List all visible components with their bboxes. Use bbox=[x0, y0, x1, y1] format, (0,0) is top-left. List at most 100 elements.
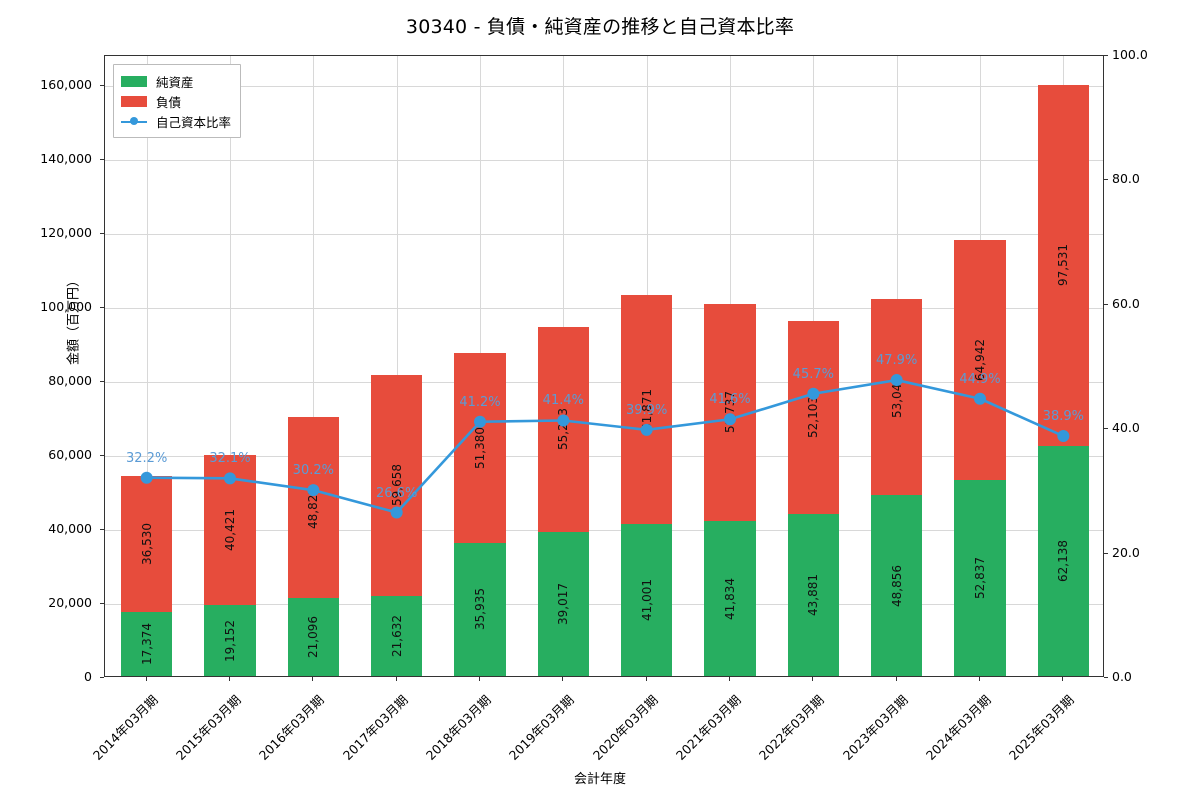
legend-swatch-equity bbox=[121, 75, 147, 87]
gridline-horizontal bbox=[105, 159, 1103, 161]
bar-stack[interactable]: 52,837 64,942 bbox=[954, 54, 1006, 676]
y-axis-left-tickmark bbox=[100, 454, 104, 456]
legend-label-equity: 純資産 bbox=[156, 74, 194, 90]
bar-segment-equity[interactable]: 39,017 bbox=[537, 531, 590, 676]
ratio-data-point[interactable] bbox=[640, 423, 653, 436]
bar-stack[interactable]: 21,096 48,825 bbox=[287, 54, 340, 676]
bar-segment-liability[interactable]: 97,531 bbox=[1037, 84, 1090, 446]
gridline-horizontal bbox=[105, 529, 1103, 531]
bar-segment-liability[interactable]: 48,825 bbox=[287, 417, 340, 598]
bar-segment-equity[interactable]: 43,881 bbox=[787, 513, 840, 676]
gridline-vertical bbox=[146, 56, 148, 676]
bar-stack[interactable]: 62,138 97,531 bbox=[1037, 54, 1090, 676]
bar-segment-equity[interactable]: 21,096 bbox=[287, 597, 340, 676]
y-axis-right-tick-label: 80.0 bbox=[1112, 171, 1140, 187]
ratio-point-label: 39.9% bbox=[626, 402, 668, 418]
x-axis-tickmark bbox=[395, 677, 397, 681]
gridline-vertical bbox=[313, 56, 315, 676]
ratio-line-path bbox=[145, 378, 1065, 514]
y-axis-right-tick-label: 100.0 bbox=[1112, 47, 1148, 62]
bar-stack[interactable]: 21,632 59,658 bbox=[370, 54, 423, 676]
y-axis-left-tickmark bbox=[100, 232, 104, 234]
y-axis-left-tick-label: 80,000 bbox=[48, 372, 92, 388]
ratio-data-point[interactable] bbox=[1057, 430, 1070, 443]
legend-item-liability[interactable]: 負債 bbox=[121, 91, 231, 111]
ratio-data-point[interactable] bbox=[474, 415, 486, 428]
bar-segment-equity[interactable]: 21,632 bbox=[370, 595, 423, 676]
bar-segment-equity[interactable]: 48,856 bbox=[870, 495, 923, 676]
bar-segment-equity[interactable]: 62,138 bbox=[1037, 445, 1090, 676]
gridline-horizontal bbox=[105, 603, 1103, 605]
x-axis-tickmark bbox=[812, 677, 814, 681]
bar-stack[interactable]: 43,881 52,103 bbox=[787, 54, 840, 676]
y-axis-right-tickmark bbox=[1104, 55, 1108, 56]
gridline-horizontal bbox=[105, 85, 1103, 87]
y-axis-right-tick-label: 60.0 bbox=[1112, 295, 1140, 311]
x-axis-tickmark bbox=[979, 677, 980, 681]
ratio-data-point[interactable] bbox=[974, 392, 986, 405]
ratio-data-point[interactable] bbox=[890, 374, 903, 387]
bar-stack[interactable]: 48,856 53,040 bbox=[870, 54, 923, 676]
ratio-data-point[interactable] bbox=[390, 506, 403, 519]
y-axis-right-tickmark bbox=[1104, 179, 1108, 181]
y-axis-right-tick-label: 20.0 bbox=[1112, 544, 1140, 560]
bar-segment-liability[interactable]: 53,040 bbox=[870, 298, 923, 496]
bar-stack[interactable]: 35,935 51,380 bbox=[454, 54, 506, 676]
bar-stack[interactable]: 41,834 58,737 bbox=[704, 54, 756, 676]
x-axis-tickmark bbox=[312, 677, 314, 681]
y-axis-left-tickmark bbox=[100, 306, 104, 308]
x-axis-tickmark bbox=[145, 677, 147, 681]
y-axis-left-tickmark bbox=[100, 528, 104, 530]
y-axis-left-tick-label: 20,000 bbox=[48, 594, 92, 610]
x-axis-tickmark bbox=[1062, 677, 1064, 681]
gridline-vertical bbox=[230, 56, 231, 676]
x-axis-label: 会計年度 bbox=[573, 772, 626, 787]
page-title: 30340 - 負債・純資産の推移と自己資本比率 bbox=[405, 16, 795, 38]
legend-swatch-liability bbox=[121, 95, 147, 107]
bar-segment-equity[interactable]: 41,834 bbox=[704, 521, 756, 676]
ratio-point-label: 41.2% bbox=[459, 394, 501, 410]
y-axis-left-tick-label: 100,000 bbox=[40, 298, 92, 314]
bar-stack[interactable]: 17,374 36,530 bbox=[120, 54, 173, 676]
x-axis-tickmark bbox=[729, 677, 730, 681]
gridline-horizontal bbox=[105, 307, 1103, 309]
bar-segment-equity[interactable]: 19,152 bbox=[204, 605, 256, 676]
bar-segment-liability[interactable]: 64,942 bbox=[954, 239, 1006, 481]
ratio-data-point[interactable] bbox=[307, 484, 320, 497]
y-axis-right-tickmark bbox=[1104, 677, 1108, 678]
bar-segment-liability[interactable]: 36,530 bbox=[120, 476, 173, 612]
bar-segment-liability[interactable]: 52,103 bbox=[787, 320, 840, 514]
bar-segment-liability[interactable]: 59,658 bbox=[370, 375, 423, 596]
bar-segment-equity[interactable]: 41,001 bbox=[620, 524, 673, 676]
y-axis-left-tick-label: 60,000 bbox=[48, 446, 92, 462]
bar-segment-equity[interactable]: 17,374 bbox=[120, 611, 173, 676]
ratio-data-point[interactable] bbox=[724, 413, 736, 426]
legend-item-equity[interactable]: 純資産 bbox=[121, 71, 231, 91]
bar-segment-liability[interactable]: 61,871 bbox=[620, 295, 673, 525]
ratio-point-label: 32.1% bbox=[209, 451, 251, 467]
x-axis-tickmark bbox=[562, 677, 564, 681]
gridline-horizontal bbox=[105, 455, 1103, 457]
y-axis-left-tick-label: 140,000 bbox=[40, 150, 92, 166]
bar-segment-liability[interactable]: 51,380 bbox=[454, 352, 506, 543]
gridline-vertical bbox=[396, 56, 398, 676]
bar-segment-equity[interactable]: 52,837 bbox=[954, 480, 1006, 676]
bar-segment-liability[interactable]: 55,213 bbox=[537, 327, 590, 532]
ratio-data-point[interactable] bbox=[224, 472, 236, 485]
plot-area: 17,374 36,530 19,152 40,421 21,096 48,825 21,6… bbox=[104, 55, 1104, 677]
bar-segment-equity[interactable]: 35,935 bbox=[454, 542, 506, 676]
x-axis-tickmark bbox=[229, 677, 230, 681]
legend-label-ratio: 自己資本比率 bbox=[156, 114, 232, 130]
ratio-data-point[interactable] bbox=[140, 471, 153, 484]
legend-item-ratio[interactable]: 自己資本比率 bbox=[121, 111, 231, 131]
ratio-data-point[interactable] bbox=[807, 387, 820, 400]
bar-stack[interactable]: 39,017 55,213 bbox=[537, 54, 590, 676]
y-axis-left-tick-label: 40,000 bbox=[48, 520, 92, 536]
ratio-point-label: 45.7% bbox=[792, 366, 834, 382]
ratio-data-point[interactable] bbox=[557, 414, 570, 427]
bar-stack[interactable]: 41,001 61,871 bbox=[620, 54, 673, 676]
bar-segment-liability[interactable]: 58,737 bbox=[704, 303, 756, 522]
ratio-line-series bbox=[140, 374, 1070, 519]
legend-swatch-ratio bbox=[121, 116, 147, 127]
